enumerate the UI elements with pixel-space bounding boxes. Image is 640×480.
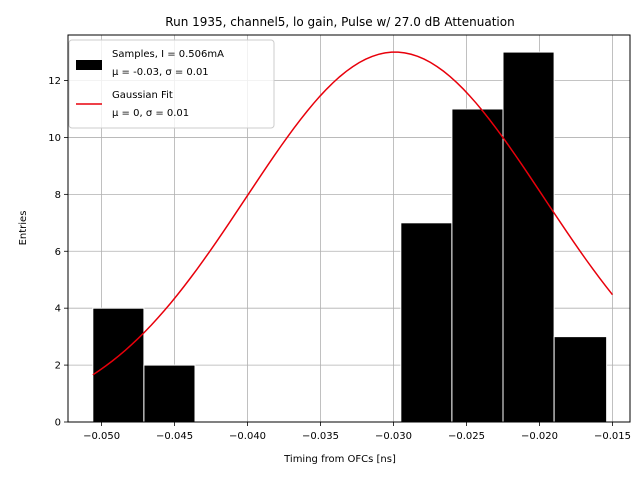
histogram-bar <box>451 108 504 423</box>
legend-frame <box>68 39 275 129</box>
y-axis-label: Entries <box>18 211 29 246</box>
x-axis: −0.050 −0.045 −0.040 −0.035 −0.030 −0.025 −0.0… <box>83 422 631 442</box>
y-tick-label: 0 <box>55 418 61 429</box>
y-tick-label: 2 <box>55 361 61 372</box>
x-tick-label: −0.040 <box>229 431 266 442</box>
legend-samples-swatch <box>76 60 102 70</box>
y-tick-label: 10 <box>48 133 61 144</box>
x-tick-label: −0.025 <box>448 431 485 442</box>
legend: Samples, I = 0.506mA μ = -0.03, σ = 0.01… <box>68 39 275 129</box>
x-tick-label: −0.045 <box>156 431 193 442</box>
x-tick-label: −0.035 <box>302 431 339 442</box>
legend-samples-stats: μ = -0.03, σ = 0.01 <box>112 67 209 78</box>
y-tick-label: 8 <box>55 190 61 201</box>
legend-samples-label: Samples, I = 0.506mA <box>112 49 224 60</box>
bars <box>92 51 608 423</box>
x-tick-label: −0.020 <box>521 431 558 442</box>
histogram-bar <box>502 51 555 423</box>
chart-title: Run 1935, channel5, lo gain, Pulse w/ 27… <box>165 15 514 29</box>
gaussian-fit <box>92 51 614 376</box>
y-tick-label: 6 <box>55 247 61 258</box>
legend-fit-label: Gaussian Fit <box>112 90 173 101</box>
x-tick-label: −0.015 <box>594 431 631 442</box>
histogram-bar <box>553 336 608 423</box>
histogram-bar <box>143 364 196 423</box>
legend-fit-stats: μ = 0, σ = 0.01 <box>112 108 189 119</box>
y-tick-label: 4 <box>55 304 61 315</box>
plot-frame <box>67 34 631 423</box>
x-tick-label: −0.030 <box>375 431 412 442</box>
y-axis: 0 2 4 6 8 10 12 <box>48 76 68 429</box>
histogram-bar <box>92 307 145 423</box>
histogram-bar <box>400 222 453 423</box>
gaussian-fit-line <box>92 51 614 376</box>
x-tick-label: −0.050 <box>83 431 120 442</box>
y-tick-label: 12 <box>48 76 61 87</box>
x-axis-label: Timing from OFCs [ns] <box>283 454 396 465</box>
